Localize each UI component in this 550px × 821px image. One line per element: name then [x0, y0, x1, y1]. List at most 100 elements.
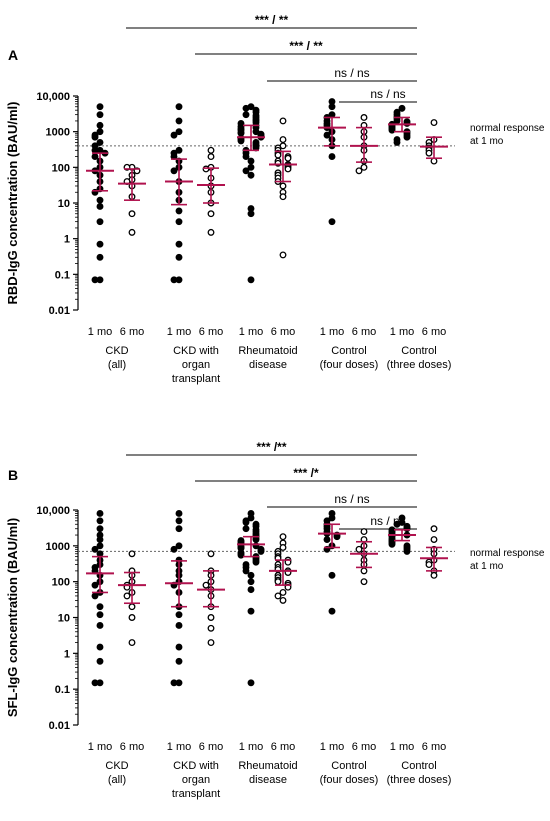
- data-point-filled: [96, 138, 104, 146]
- timepoint-label: 1 mo: [390, 741, 414, 753]
- panel-a: A RBD-IgG concentration (BAU/ml) 0.01 0.1 1 1…: [5, 13, 545, 385]
- data-point-open: [128, 210, 136, 218]
- data-point-filled: [91, 133, 99, 141]
- y-tick-label: 0.01: [49, 720, 70, 732]
- data-point-open: [274, 151, 282, 159]
- data-point-open: [207, 624, 215, 632]
- data-point-filled: [403, 525, 411, 533]
- reference-line-label: normal response: [470, 548, 545, 559]
- y-tick-label: 100: [52, 577, 70, 589]
- timepoint-label: 6 mo: [120, 741, 144, 753]
- group-label: Rheumatoid: [238, 760, 297, 772]
- data-point-filled: [247, 571, 255, 579]
- y-axis-label: SFL-IgG concentration (BAU/ml): [5, 518, 20, 717]
- data-point-filled: [247, 157, 255, 165]
- timepoint-label: 1 mo: [320, 741, 344, 753]
- data-point-open: [128, 639, 136, 646]
- data-point-open: [425, 149, 433, 157]
- group-label: Control: [331, 345, 366, 357]
- data-point-open: [207, 614, 215, 621]
- data-point-filled: [175, 525, 183, 533]
- data-point-open: [360, 114, 368, 121]
- group-label: disease: [249, 359, 287, 371]
- data-point-filled: [170, 167, 178, 175]
- data-point-filled: [96, 240, 104, 248]
- group-label: organ: [182, 359, 210, 371]
- data-point-filled: [96, 525, 104, 533]
- group-label: (all): [108, 774, 126, 786]
- data-point-filled: [175, 657, 183, 665]
- group-label: Rheumatoid: [238, 345, 297, 357]
- data-point-filled: [252, 558, 260, 566]
- timepoint-label: 6 mo: [352, 326, 376, 338]
- data-point-filled: [96, 621, 104, 629]
- data-point-filled: [328, 153, 336, 161]
- data-point-open: [355, 545, 363, 553]
- significance-label: ns / ns: [334, 66, 369, 80]
- y-tick-label: 1: [64, 234, 70, 246]
- data-point-filled: [96, 203, 104, 210]
- data-point-filled: [247, 586, 255, 594]
- data-point-filled: [96, 510, 104, 517]
- data-point-open: [430, 571, 438, 579]
- data-point-filled: [175, 510, 183, 517]
- data-point-filled: [333, 533, 341, 541]
- data-point-filled: [175, 240, 183, 248]
- group-label: CKD: [105, 345, 128, 357]
- timepoint-label: 1 mo: [320, 326, 344, 338]
- data-point-filled: [242, 104, 250, 112]
- data-point-filled: [96, 657, 104, 665]
- data-point-filled: [328, 514, 336, 522]
- data-point-filled: [91, 545, 99, 553]
- significance-label: ns / ns: [370, 87, 405, 101]
- y-tick-label: 0.01: [49, 305, 70, 317]
- data-point-open: [279, 544, 287, 551]
- data-point-filled: [328, 607, 336, 615]
- data-point-filled: [175, 253, 183, 261]
- data-point-filled: [96, 517, 104, 525]
- data-point-filled: [247, 578, 255, 586]
- data-point-filled: [91, 679, 99, 687]
- data-point-open: [202, 165, 210, 173]
- data-point-open: [360, 567, 368, 575]
- data-point-open: [430, 536, 438, 543]
- data-point-open: [355, 167, 363, 175]
- data-point-filled: [96, 611, 104, 619]
- data-point-filled: [247, 514, 255, 522]
- data-point-filled: [170, 276, 178, 284]
- panel-label: A: [8, 47, 18, 63]
- group-label: (three doses): [387, 774, 452, 786]
- group-label: Control: [401, 760, 436, 772]
- data-point-open: [279, 136, 287, 144]
- data-point-open: [279, 251, 287, 259]
- timepoint-label: 1 mo: [239, 741, 263, 753]
- data-point-filled: [175, 621, 183, 629]
- data-point-open: [207, 210, 215, 218]
- data-point-filled: [393, 520, 401, 528]
- timepoint-label: 1 mo: [167, 741, 191, 753]
- data-point-filled: [96, 128, 104, 136]
- data-point-open: [279, 182, 287, 190]
- timepoint-label: 1 mo: [88, 326, 112, 338]
- data-point-filled: [252, 536, 260, 543]
- data-point-filled: [170, 131, 178, 139]
- data-point-filled: [96, 542, 104, 550]
- data-point-filled: [403, 133, 411, 141]
- data-point-filled: [247, 679, 255, 687]
- data-point-open: [202, 581, 210, 589]
- data-point-open: [430, 157, 438, 165]
- y-tick-label: 10: [58, 198, 70, 210]
- data-point-open: [207, 146, 215, 154]
- data-point-filled: [175, 103, 183, 111]
- reference-line-label: at 1 mo: [470, 561, 504, 572]
- data-point-filled: [175, 146, 183, 154]
- data-point-filled: [175, 207, 183, 215]
- data-point-open: [284, 165, 292, 173]
- panel-b: B SFL-IgG concentration (BAU/ml) 0.01 0.1 1 1…: [5, 440, 545, 800]
- data-point-filled: [398, 104, 406, 112]
- data-point-filled: [175, 611, 183, 619]
- data-point-filled: [175, 643, 183, 651]
- y-tick-label: 0.1: [55, 269, 70, 281]
- data-point-filled: [96, 218, 104, 226]
- data-point-open: [128, 614, 136, 621]
